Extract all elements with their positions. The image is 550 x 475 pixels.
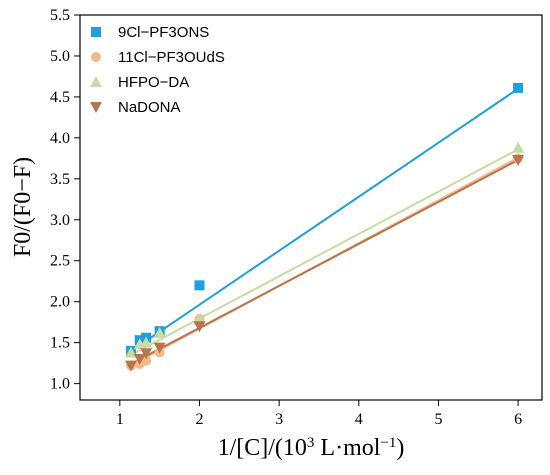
- data-point-series-3: [193, 321, 206, 333]
- data-point-series-2: [124, 346, 137, 358]
- data-point-series-2: [140, 336, 153, 348]
- x-axis-title: 1/[C]/(103 L·mol−1): [218, 435, 405, 461]
- x-tick-label: 4: [355, 411, 363, 428]
- legend: 9Cl−PF3ONS 11Cl−PF3OUdS HFPO−DA NaDONA: [90, 24, 225, 116]
- fit-line-series-0: [127, 87, 519, 355]
- data-point-series-3: [133, 354, 146, 366]
- x-tick-label: 2: [195, 411, 203, 428]
- x-tick-label: 3: [275, 411, 283, 428]
- data-points: [124, 82, 525, 372]
- y-tick-label: 2.0: [50, 294, 70, 311]
- fit-line-series-2: [127, 148, 519, 358]
- x-tick-label: 1: [116, 411, 124, 428]
- y-tick-label: 1.5: [50, 335, 70, 352]
- y-tick-label: 3.5: [50, 171, 70, 188]
- data-point-series-3: [140, 348, 153, 360]
- data-point-series-3: [124, 360, 137, 372]
- data-point-series-2: [153, 326, 166, 338]
- y-axis-title: F0/(F0−F): [10, 157, 36, 257]
- y-tick-label: 3.0: [50, 212, 70, 229]
- legend-marker-series-2: [90, 76, 102, 87]
- y-tick-label: 4.5: [50, 89, 70, 106]
- data-point-series-3: [512, 154, 525, 166]
- plot-frame: [79, 14, 543, 401]
- legend-label-series-3: NaDONA: [118, 99, 181, 116]
- legend-label-series-2: HFPO−DA: [118, 74, 189, 91]
- y-tick-label: 2.5: [50, 253, 70, 270]
- data-point-series-0: [513, 82, 524, 93]
- legend-marker-series-3: [90, 102, 102, 113]
- legend-label-series-0: 9Cl−PF3ONS: [118, 24, 209, 41]
- data-point-series-0: [194, 280, 205, 291]
- fit-line-series-3: [127, 159, 519, 367]
- y-tick-label: 5.0: [50, 48, 70, 65]
- x-tick-label: 6: [514, 411, 522, 428]
- legend-marker-series-1: [91, 52, 101, 62]
- axis-ticks: 1 2 3 4 5 6 1.0 1.5 2.0 2.5 3.0 3.5 4.0 4.5 5.0 5.5: [50, 7, 522, 428]
- legend-label-series-1: 11Cl−PF3OUdS: [118, 49, 225, 66]
- y-tick-label: 5.5: [50, 7, 70, 24]
- data-point-series-3: [153, 342, 166, 354]
- data-point-series-2: [512, 141, 525, 153]
- y-tick-label: 4.0: [50, 130, 70, 147]
- x-tick-label: 5: [434, 411, 442, 428]
- data-point-series-1: [141, 355, 152, 366]
- legend-marker-series-0: [91, 27, 101, 37]
- y-tick-label: 1.0: [50, 376, 70, 393]
- fit-lines: [127, 87, 519, 369]
